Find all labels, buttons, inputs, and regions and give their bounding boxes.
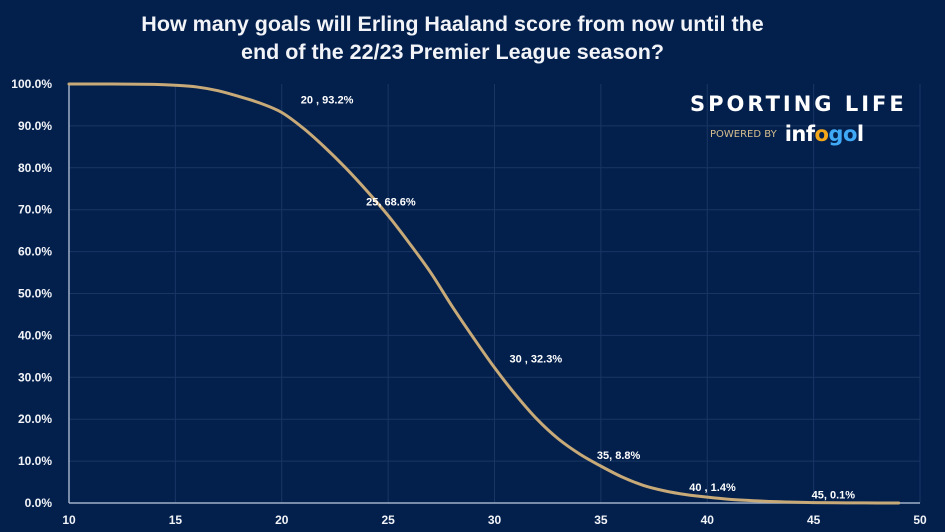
logo-powered-row: POWERED BY infogol (710, 122, 910, 146)
logo-brand: SPORTING LIFE (690, 92, 907, 116)
chart-title-line-2: end of the 22/23 Premier League season? (241, 40, 664, 64)
y-tick-label: 40.0% (18, 328, 52, 342)
y-tick-label: 20.0% (18, 412, 52, 426)
sporting-life-logo: SPORTING LIFE POWERED BY infogol (690, 92, 910, 146)
x-axis-ticks: 10 15 20 25 30 35 40 45 50 (62, 513, 927, 527)
y-tick-label: 60.0% (18, 245, 52, 259)
x-tick-label: 35 (594, 513, 608, 527)
x-tick-label: 40 (701, 513, 715, 527)
y-tick-label: 0.0% (25, 496, 53, 510)
data-label: 30 , 32.3% (510, 354, 563, 366)
y-axis-ticks: 0.0% 10.0% 20.0% 30.0% 40.0% 50.0% 60.0% 70.0% 8… (11, 77, 52, 510)
chart-title-line-1: How many goals will Erling Haaland score… (141, 12, 764, 36)
y-tick-label: 100.0% (11, 77, 52, 91)
y-tick-label: 30.0% (18, 370, 52, 384)
x-tick-label: 15 (169, 513, 183, 527)
x-tick-label: 45 (807, 513, 821, 527)
y-tick-label: 80.0% (18, 161, 52, 175)
y-tick-label: 70.0% (18, 203, 52, 217)
data-label: 25, 68.6% (366, 197, 416, 209)
data-label: 45, 0.1% (812, 490, 856, 502)
data-label: 40 , 1.4% (689, 482, 736, 494)
x-tick-label: 25 (381, 513, 395, 527)
x-tick-label: 30 (488, 513, 502, 527)
y-tick-label: 90.0% (18, 119, 52, 133)
x-tick-label: 10 (62, 513, 76, 527)
logo-powered-by: POWERED BY (710, 128, 777, 140)
grid-lines (69, 84, 921, 503)
infogol-logo: infogol (784, 122, 864, 146)
x-tick-label: 50 (913, 513, 927, 527)
y-tick-label: 10.0% (18, 454, 52, 468)
x-tick-label: 20 (275, 513, 289, 527)
data-label: 20 , 93.2% (301, 94, 354, 106)
data-labels: 20 , 93.2% 25, 68.6% 30 , 32.3% 35, 8.8% 40 … (301, 94, 856, 501)
probability-curve (67, 82, 901, 505)
y-tick-label: 50.0% (18, 287, 52, 301)
chart-title: How many goals will Erling Haaland score… (0, 10, 905, 66)
data-label: 35, 8.8% (597, 450, 641, 462)
